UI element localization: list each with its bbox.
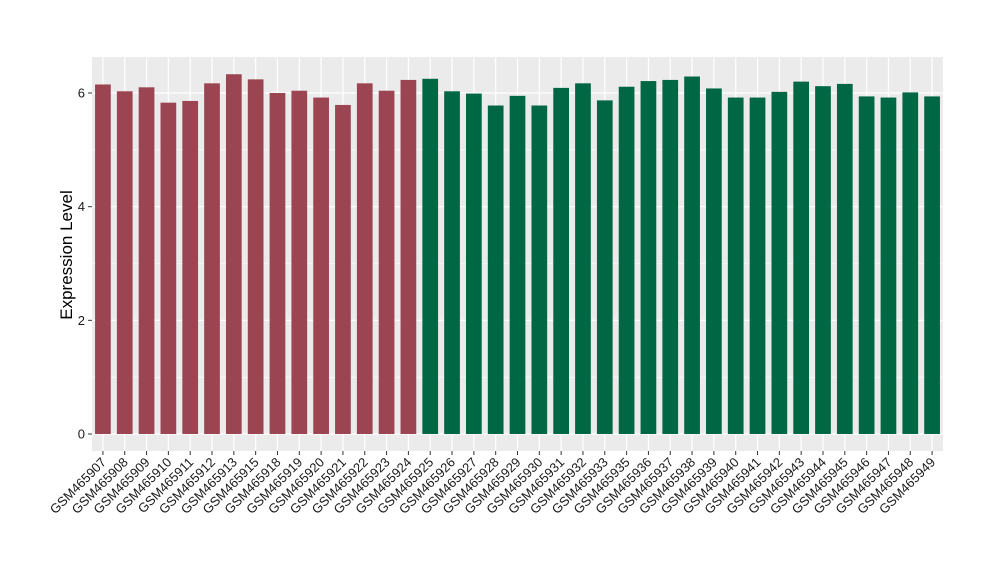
bar-GSM465920 [313,97,329,435]
bar-GSM465947 [880,97,897,435]
bar-GSM465945 [836,83,853,434]
bar-GSM465910 [160,102,177,434]
bar-GSM465948 [902,92,919,434]
bar-GSM465913 [225,74,242,435]
bar-GSM465907 [95,84,111,434]
bar-GSM465931 [553,87,569,434]
bar-GSM465937 [662,79,679,434]
y-tick-label: 0 [78,427,85,442]
bar-GSM465936 [640,81,657,434]
bar-GSM465924 [400,79,417,434]
bar-GSM465912 [204,83,220,435]
bars [95,74,940,435]
bar-GSM465929 [509,95,526,434]
bar-GSM465944 [815,86,831,435]
bar-GSM465946 [858,96,875,434]
bar-GSM465925 [422,78,439,435]
bar-GSM465939 [706,88,722,434]
y-tick-label: 6 [78,86,85,101]
bar-GSM465940 [727,97,744,435]
y-axis-title: Expression Level [57,190,76,319]
bar-GSM465935 [618,86,635,434]
bar-GSM465941 [749,97,766,435]
bar-GSM465928 [487,105,504,435]
bar-GSM465930 [531,105,548,435]
y-tick-label: 4 [78,199,85,214]
bar-GSM465919 [291,90,308,434]
bar-GSM465909 [138,87,155,435]
y-axis: 0 2 4 6 [78,86,92,442]
bar-GSM465949 [924,96,940,434]
bar-GSM465908 [116,91,133,435]
y-tick-label: 2 [78,313,85,328]
bar-GSM465923 [378,90,395,434]
bar-GSM465943 [793,81,810,434]
bar-GSM465927 [466,93,482,435]
bar-GSM465932 [575,83,591,435]
bar-GSM465926 [444,91,460,435]
bar-GSM465922 [356,83,373,435]
bar-GSM465911 [182,100,199,434]
x-axis: GSM465907GSM465908GSM465909GSM465910GSM4… [47,451,938,517]
bar-GSM465942 [771,91,788,434]
bar-GSM465938 [684,76,700,434]
bar-GSM465915 [247,79,264,435]
bar-GSM465918 [269,93,286,434]
bar-GSM465933 [596,100,613,434]
bar-GSM465921 [335,104,351,434]
